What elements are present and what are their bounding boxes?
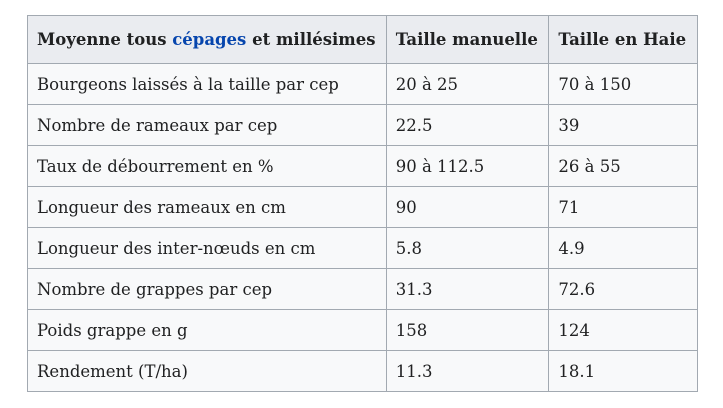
cell-haie: 71 [548,186,698,228]
header-text-suffix: et millésimes [246,30,376,49]
header-cell-taille-manuelle: Taille manuelle [385,15,550,64]
row-label: Rendement (T/ha) [27,350,387,392]
cell-haie: 124 [548,309,698,351]
row-label: Nombre de grappes par cep [27,268,387,310]
cell-manuelle: 90 à 112.5 [385,145,550,187]
cell-manuelle: 31.3 [385,268,550,310]
cell-haie: 39 [548,104,698,146]
cell-manuelle: 11.3 [385,350,550,392]
cell-manuelle: 20 à 25 [385,63,550,105]
row-label: Bourgeons laissés à la taille par cep [27,63,387,105]
cell-haie: 26 à 55 [548,145,698,187]
header-cell-criteria: Moyenne tous cépages et millésimes [27,15,387,64]
row-label: Poids grappe en g [27,309,387,351]
table-row: Nombre de grappes par cep 31.3 72.6 [27,268,698,310]
cell-manuelle: 22.5 [385,104,550,146]
table-row: Longueur des rameaux en cm 90 71 [27,186,698,228]
row-label: Longueur des rameaux en cm [27,186,387,228]
table-row: Nombre de rameaux par cep 22.5 39 [27,104,698,146]
header-row: Moyenne tous cépages et millésimes Taill… [27,15,698,64]
cell-manuelle: 5.8 [385,227,550,269]
cepages-link[interactable]: cépages [172,30,247,49]
header-cell-taille-en-haie: Taille en Haie [548,15,698,64]
row-label: Nombre de rameaux par cep [27,104,387,146]
cell-haie: 18.1 [548,350,698,392]
cell-haie: 4.9 [548,227,698,269]
cell-manuelle: 90 [385,186,550,228]
cell-haie: 72.6 [548,268,698,310]
row-label: Longueur des inter-nœuds en cm [27,227,387,269]
table-row: Rendement (T/ha) 11.3 18.1 [27,350,698,392]
cell-haie: 70 à 150 [548,63,698,105]
table-row: Bourgeons laissés à la taille par cep 20… [27,63,698,105]
table-row: Longueur des inter-nœuds en cm 5.8 4.9 [27,227,698,269]
row-label: Taux de débourrement en % [27,145,387,187]
cell-manuelle: 158 [385,309,550,351]
table-row: Poids grappe en g 158 124 [27,309,698,351]
header-text-prefix: Moyenne tous [37,30,173,49]
comparison-table: Moyenne tous cépages et millésimes Taill… [27,15,698,392]
table-row: Taux de débourrement en % 90 à 112.5 26 … [27,145,698,187]
